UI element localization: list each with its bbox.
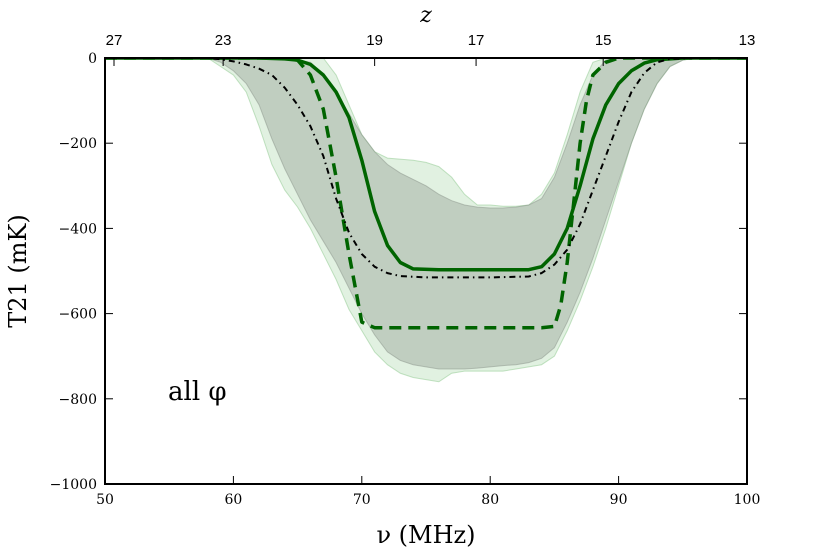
x-tick-label: 50 [96, 492, 114, 508]
top-tick-label: 15 [595, 32, 612, 49]
top-tick-label: 23 [215, 32, 232, 49]
band-inner [105, 58, 747, 370]
x-tick-label: 70 [353, 492, 371, 508]
band-outer [105, 58, 747, 383]
x-tick-label: 60 [224, 492, 242, 508]
y-tick-label: −1000 [50, 477, 97, 493]
y-axis-label: T21 (mK) [4, 214, 32, 328]
y-axis-ticks: 0 −200 −400 −600 −800 −1000 [50, 51, 747, 493]
series-line-dashdot [105, 58, 747, 279]
top-tick-label: 13 [739, 32, 756, 49]
y-tick-label: −400 [59, 221, 97, 237]
top-tick-label: 27 [106, 32, 123, 49]
x-axis-label: ν (MHz) [376, 521, 475, 549]
top-tick-label: 17 [468, 32, 485, 49]
annotation-all-phi: all φ [168, 377, 227, 407]
series-lines [105, 58, 747, 330]
top-axis-ticks: 27 23 19 17 15 13 [106, 32, 756, 66]
x-tick-label: 90 [610, 492, 628, 508]
x-axis-ticks: 50 60 70 80 90 100 [96, 476, 760, 508]
y-tick-label: −200 [59, 136, 97, 152]
top-axis-label: z [419, 3, 432, 28]
y-tick-label: −600 [59, 307, 97, 323]
series-line-solid [105, 58, 747, 272]
top-tick-label: 19 [366, 32, 383, 49]
x-tick-label: 80 [481, 492, 499, 508]
y-tick-label: −800 [59, 392, 97, 408]
series-line-dashed [105, 58, 747, 330]
y-tick-label: 0 [88, 51, 97, 67]
confidence-bands [105, 58, 747, 383]
plot-frame [104, 57, 748, 485]
x-tick-label: 100 [734, 492, 761, 508]
